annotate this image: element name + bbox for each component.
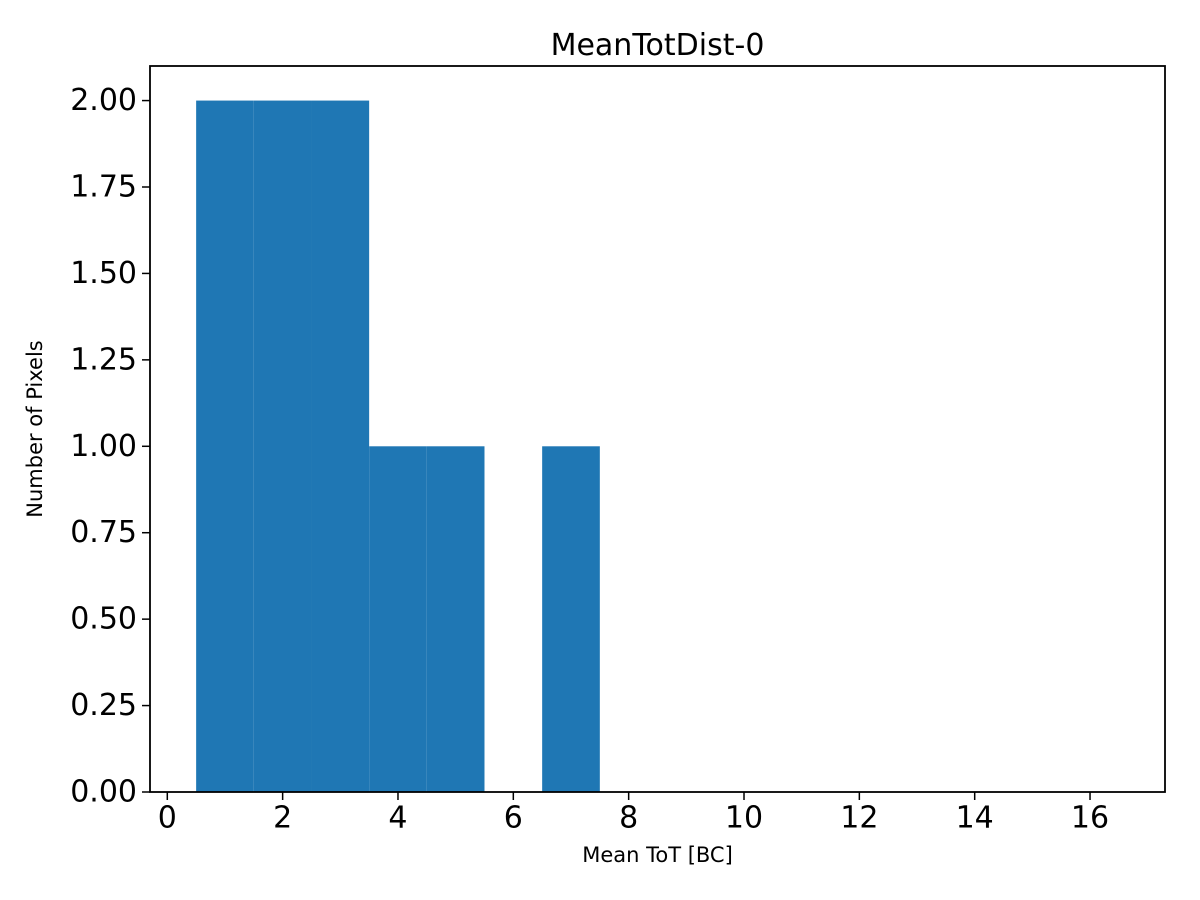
x-tick-label: 4	[388, 801, 407, 836]
histogram-bar	[426, 446, 485, 792]
x-tick-label: 16	[1071, 801, 1109, 836]
histogram-bar	[253, 100, 312, 792]
x-tick-label: 14	[956, 801, 994, 836]
y-tick-label: 1.25	[70, 342, 137, 377]
y-tick-label: 0.50	[70, 602, 137, 637]
histogram-bar	[542, 446, 600, 792]
y-tick-label: 1.75	[70, 170, 137, 205]
y-tick-label: 1.00	[70, 429, 137, 464]
plot-spines	[149, 65, 1166, 793]
y-axis-label: Number of Pixels	[23, 340, 47, 518]
histogram-bar	[311, 100, 370, 792]
y-tick-label: 0.75	[70, 515, 137, 550]
histogram-bar	[369, 446, 427, 792]
histogram-bar	[196, 100, 254, 792]
x-tick-label: 10	[725, 801, 763, 836]
y-tick-label: 0.00	[70, 775, 137, 810]
x-axis-label: Mean ToT [BC]	[582, 843, 733, 867]
x-tick-label: 2	[273, 801, 292, 836]
chart-title: MeanTotDist-0	[550, 28, 765, 63]
x-tick-label: 6	[504, 801, 523, 836]
x-tick-label: 8	[619, 801, 638, 836]
x-tick-label: 0	[158, 801, 177, 836]
y-tick-label: 1.50	[70, 256, 137, 291]
x-tick-label: 12	[840, 801, 878, 836]
y-tick-label: 2.00	[70, 83, 137, 118]
y-tick-label: 0.25	[70, 688, 137, 723]
